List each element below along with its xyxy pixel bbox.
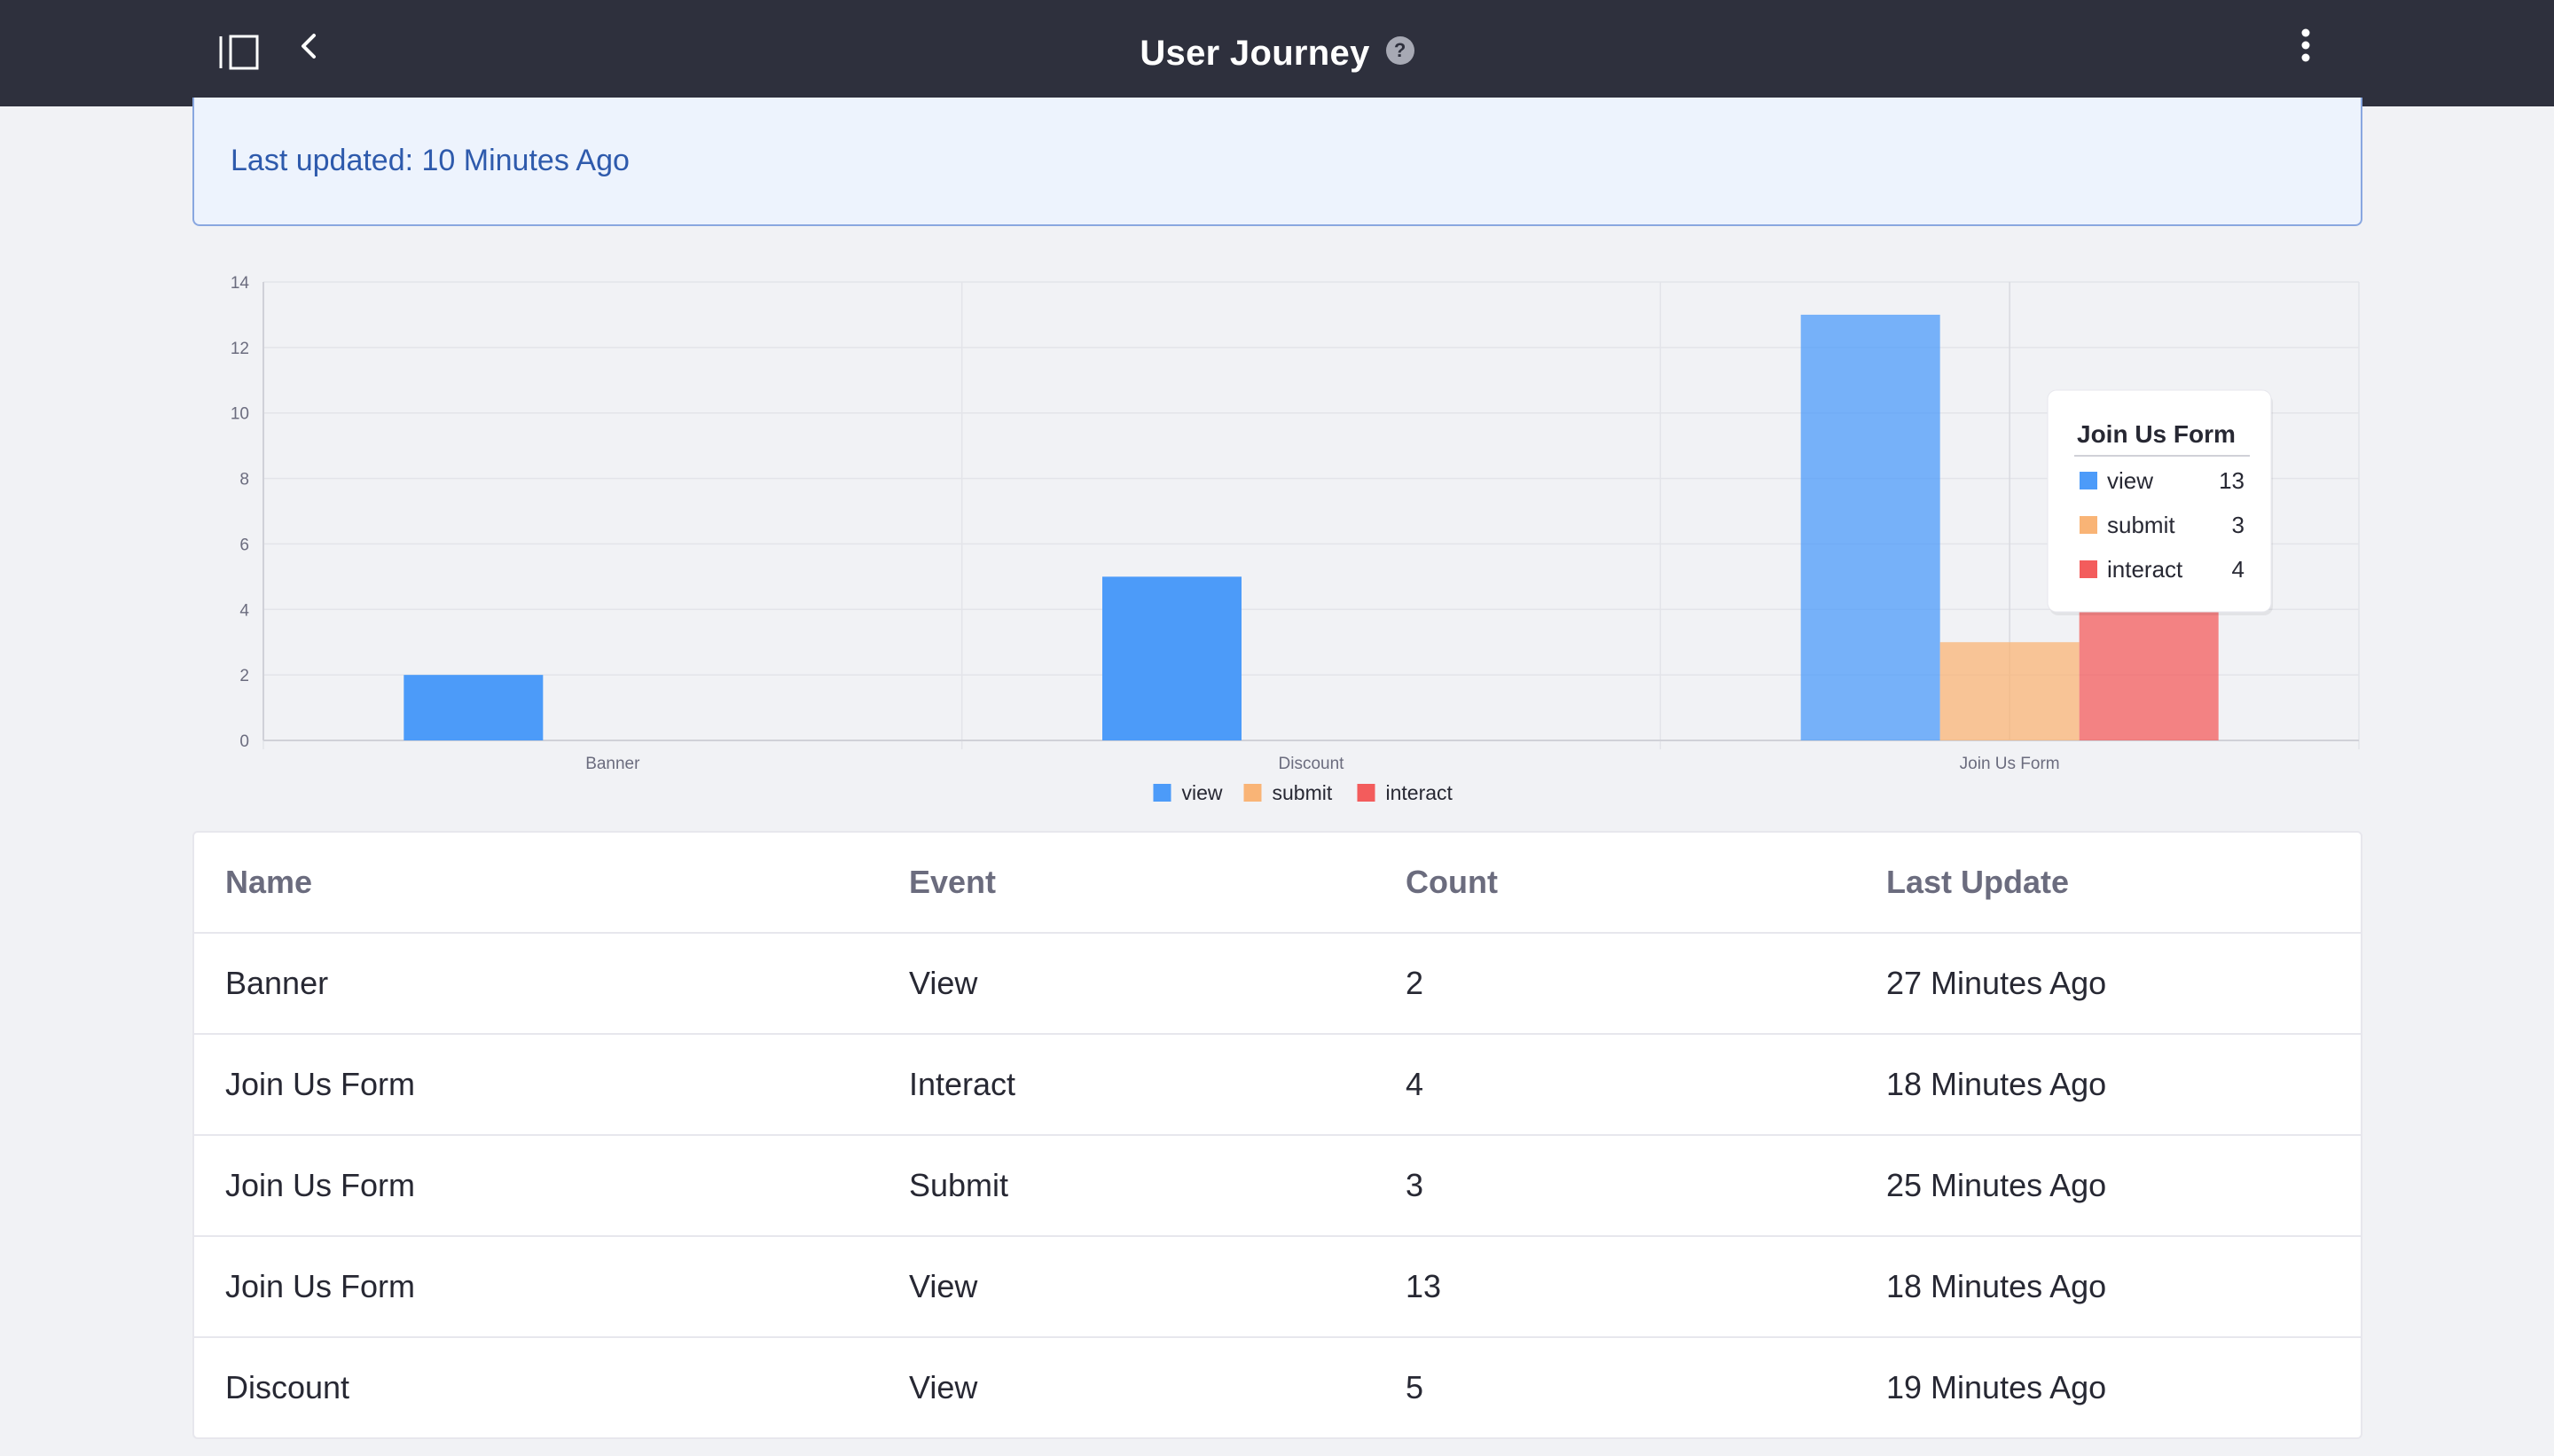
chevron-left-icon[interactable]	[293, 27, 328, 69]
cell-count: 4	[1406, 1066, 1424, 1102]
legend-swatch-view	[1153, 784, 1171, 802]
cell-event: Interact	[909, 1066, 1016, 1102]
cell-count: 3	[1406, 1167, 1424, 1203]
bar-submit	[1939, 642, 2080, 740]
y-tick-label: 12	[231, 340, 249, 358]
table-row[interactable]: Discount View 5 19 Minutes Ago	[194, 1338, 2361, 1439]
page-title: User Journey	[1140, 33, 1370, 73]
cell-last-update: 18 Minutes Ago	[1886, 1066, 2107, 1102]
cell-count: 2	[1406, 965, 1424, 1001]
cell-name: Banner	[225, 965, 329, 1001]
table-row[interactable]: Join Us Form Interact 4 18 Minutes Ago	[194, 1035, 2361, 1136]
tooltip-value-interact: 4	[2232, 556, 2245, 583]
app-header: User Journey ?	[0, 0, 2554, 106]
cell-last-update: 19 Minutes Ago	[1886, 1369, 2107, 1405]
legend-label-view: view	[1182, 781, 1223, 804]
chart-tooltip	[2047, 389, 2272, 613]
table-row[interactable]: Join Us Form Submit 3 25 Minutes Ago	[194, 1136, 2361, 1237]
legend-swatch-interact	[1357, 784, 1375, 802]
y-tick-label: 8	[239, 471, 249, 489]
tooltip-swatch-interact	[2080, 560, 2097, 578]
cell-event: Submit	[909, 1167, 1009, 1203]
bar-view	[1102, 576, 1242, 740]
cell-count: 13	[1406, 1268, 1442, 1304]
tooltip-value-view: 13	[2219, 467, 2245, 494]
bar-interact	[2079, 609, 2219, 740]
x-tick-label: Banner	[585, 755, 640, 773]
y-tick-label: 2	[239, 667, 249, 685]
tooltip-value-submit: 3	[2232, 512, 2245, 538]
y-tick-label: 6	[239, 536, 249, 554]
kebab-menu-icon[interactable]	[2288, 25, 2323, 69]
column-header-last-update[interactable]: Last Update	[1886, 864, 2070, 900]
y-tick-label: 4	[239, 601, 249, 620]
tooltip-label-view: view	[2107, 467, 2153, 494]
cell-event: View	[909, 1369, 978, 1405]
cell-last-update: 27 Minutes Ago	[1886, 965, 2107, 1001]
bar-view	[403, 675, 544, 740]
tooltip-label-submit: submit	[2107, 512, 2175, 538]
y-tick-label: 10	[231, 405, 249, 424]
tooltip-swatch-submit	[2080, 516, 2097, 534]
last-updated-alert: Last updated: 10 Minutes Ago	[192, 98, 2362, 226]
cell-event: View	[909, 965, 978, 1001]
user-journey-chart: 0 2 4 6 8 10 12 14 Banner Discount Join Us Form vie…	[192, 257, 2362, 825]
last-updated-text: Last updated: 10 Minutes Ago	[231, 144, 630, 177]
cell-name: Join Us Form	[225, 1268, 416, 1304]
bar-chart: 0 2 4 6 8 10 12 14 Banner Discount Join Us Form vie…	[231, 274, 2360, 804]
y-tick-label: 14	[231, 274, 250, 293]
column-header-count[interactable]: Count	[1406, 864, 1498, 900]
bar-view	[1800, 314, 1940, 740]
tooltip-swatch-view	[2080, 472, 2097, 489]
legend-label-submit: submit	[1273, 781, 1333, 804]
cell-event: View	[909, 1268, 978, 1304]
column-header-event[interactable]: Event	[909, 864, 997, 900]
tooltip-label-interact: interact	[2107, 556, 2183, 583]
cell-name: Join Us Form	[225, 1167, 416, 1203]
x-tick-label: Discount	[1279, 755, 1345, 773]
events-table: Name Event Count Last Update Banner View…	[192, 831, 2362, 1439]
legend-label-interact: interact	[1386, 781, 1453, 804]
cell-last-update: 25 Minutes Ago	[1886, 1167, 2107, 1203]
table-row[interactable]: Join Us Form View 13 18 Minutes Ago	[194, 1237, 2361, 1338]
cell-last-update: 18 Minutes Ago	[1886, 1268, 2107, 1304]
cell-count: 5	[1406, 1369, 1424, 1405]
tooltip-title: Join Us Form	[2077, 420, 2236, 448]
x-tick-label: Join Us Form	[1960, 755, 2060, 773]
cell-name: Join Us Form	[225, 1066, 416, 1102]
table-header-row: Name Event Count Last Update	[194, 833, 2361, 934]
legend-swatch-submit	[1243, 784, 1262, 802]
y-tick-label: 0	[239, 732, 249, 751]
help-icon[interactable]: ?	[1385, 36, 1414, 65]
page-title-group: User Journey ?	[0, 0, 2554, 106]
table-row[interactable]: Banner View 2 27 Minutes Ago	[194, 934, 2361, 1035]
column-header-name[interactable]: Name	[225, 864, 313, 900]
cell-name: Discount	[225, 1369, 350, 1405]
sidebar-toggle-icon[interactable]	[218, 32, 262, 73]
